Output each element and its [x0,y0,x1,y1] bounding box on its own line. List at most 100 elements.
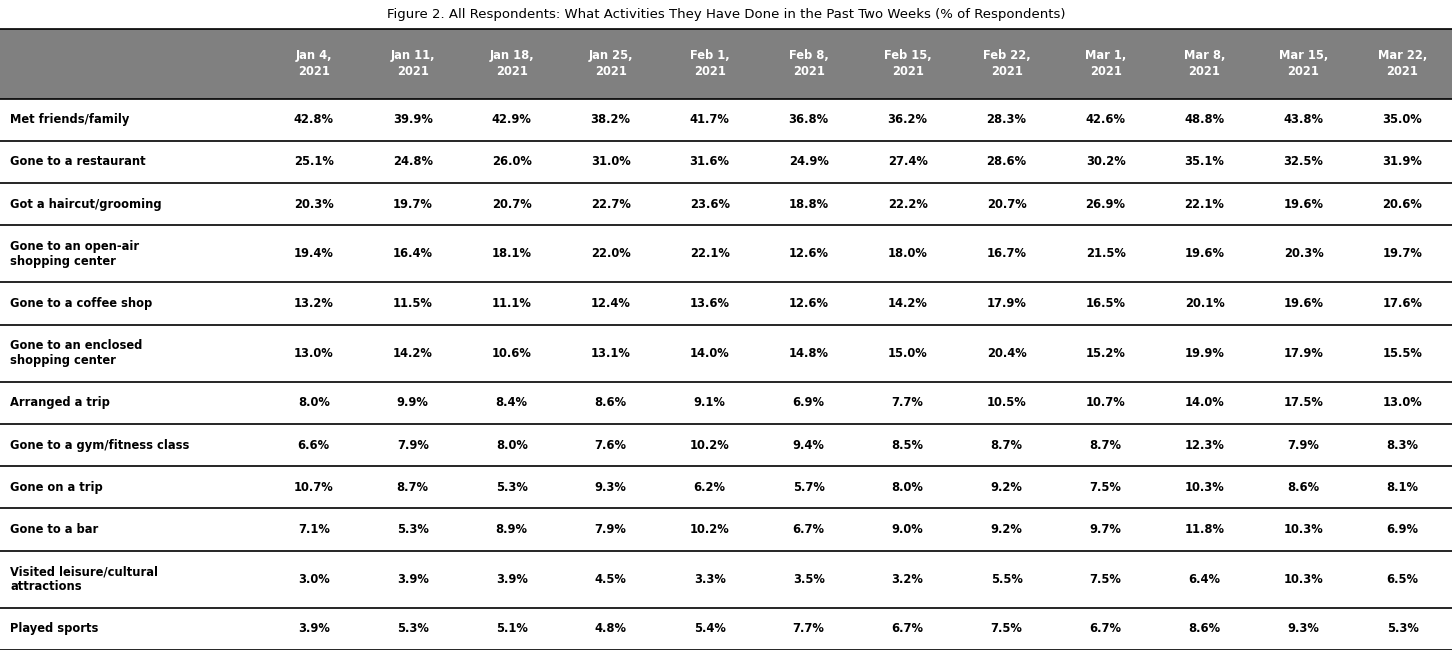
Bar [0,225,264,282]
Bar [1353,225,1452,282]
Text: Visited leisure/cultural
attractions: Visited leisure/cultural attractions [10,566,158,593]
Text: 9.4%: 9.4% [793,439,825,452]
Text: 38.2%: 38.2% [591,113,630,126]
Text: 6.7%: 6.7% [892,623,923,636]
Text: 8.4%: 8.4% [495,396,527,410]
Bar [759,466,858,508]
Text: 11.5%: 11.5% [393,297,433,310]
Text: 7.6%: 7.6% [595,439,627,452]
Text: 12.4%: 12.4% [591,297,630,310]
Bar [1156,508,1255,551]
Text: 14.0%: 14.0% [690,346,729,359]
Bar [0,29,264,99]
Bar [1056,225,1156,282]
Bar [1353,141,1452,183]
Bar [1056,424,1156,466]
Text: 5.3%: 5.3% [396,523,428,536]
Text: 3.3%: 3.3% [694,573,726,586]
Text: 12.3%: 12.3% [1185,439,1224,452]
Text: 7.9%: 7.9% [595,523,627,536]
Bar [363,424,462,466]
Bar [858,282,957,324]
Text: 19.6%: 19.6% [1185,247,1224,260]
Text: 20.4%: 20.4% [987,346,1027,359]
Bar [858,466,957,508]
Text: 5.3%: 5.3% [495,481,527,494]
Bar [858,141,957,183]
Bar [1156,551,1255,608]
Bar [0,424,264,466]
Bar [1056,324,1156,382]
Text: Gone to an enclosed
shopping center: Gone to an enclosed shopping center [10,339,142,367]
Bar [858,225,957,282]
Bar [0,183,264,225]
Bar [759,324,858,382]
Bar [363,508,462,551]
Text: 28.3%: 28.3% [986,113,1027,126]
Text: 23.6%: 23.6% [690,198,730,211]
Bar [858,508,957,551]
Bar [1353,282,1452,324]
Bar [1353,508,1452,551]
Text: Mar 22,
2021: Mar 22, 2021 [1378,49,1427,79]
Text: 13.0%: 13.0% [1382,396,1423,410]
Bar [661,466,759,508]
Text: 15.5%: 15.5% [1382,346,1423,359]
Text: 3.9%: 3.9% [396,573,428,586]
Text: 7.1%: 7.1% [298,523,330,536]
Text: 18.1%: 18.1% [492,247,531,260]
Text: Figure 2. All Respondents: What Activities They Have Done in the Past Two Weeks : Figure 2. All Respondents: What Activiti… [386,8,1066,21]
Text: 8.1%: 8.1% [1387,481,1419,494]
Bar [759,382,858,424]
Text: 9.3%: 9.3% [595,481,627,494]
Text: Met friends/family: Met friends/family [10,113,129,126]
Bar [1255,99,1353,141]
Text: 6.9%: 6.9% [793,396,825,410]
Bar [1156,282,1255,324]
Bar [0,508,264,551]
Text: 8.5%: 8.5% [892,439,923,452]
Text: 20.7%: 20.7% [492,198,531,211]
Text: 26.9%: 26.9% [1086,198,1125,211]
Text: 3.0%: 3.0% [298,573,330,586]
Bar [1156,382,1255,424]
Bar [1255,608,1353,650]
Text: 20.6%: 20.6% [1382,198,1423,211]
Text: 6.9%: 6.9% [1387,523,1419,536]
Text: 3.9%: 3.9% [298,623,330,636]
Text: 5.3%: 5.3% [1387,623,1419,636]
Bar [661,324,759,382]
Bar [1353,382,1452,424]
Text: 8.7%: 8.7% [396,481,428,494]
Bar [1255,183,1353,225]
Text: 30.2%: 30.2% [1086,155,1125,168]
Bar [560,324,661,382]
Bar [661,608,759,650]
Bar [957,99,1056,141]
Bar [363,29,462,99]
Bar [462,608,560,650]
Text: 5.1%: 5.1% [495,623,527,636]
Text: 12.6%: 12.6% [788,247,829,260]
Bar [661,424,759,466]
Bar [363,466,462,508]
Bar [1255,29,1353,99]
Text: 20.7%: 20.7% [987,198,1027,211]
Bar [0,324,264,382]
Text: 17.5%: 17.5% [1284,396,1323,410]
Text: 7.7%: 7.7% [793,623,825,636]
Text: 48.8%: 48.8% [1185,113,1224,126]
Text: 11.1%: 11.1% [492,297,531,310]
Text: 22.2%: 22.2% [887,198,928,211]
Bar [1353,551,1452,608]
Bar [462,225,560,282]
Bar [1056,466,1156,508]
Bar [858,608,957,650]
Text: 5.4%: 5.4% [694,623,726,636]
Text: 20.3%: 20.3% [293,198,334,211]
Bar [661,141,759,183]
Bar [858,424,957,466]
Text: Gone to an open-air
shopping center: Gone to an open-air shopping center [10,240,139,268]
Bar [858,324,957,382]
Text: Arranged a trip: Arranged a trip [10,396,110,410]
